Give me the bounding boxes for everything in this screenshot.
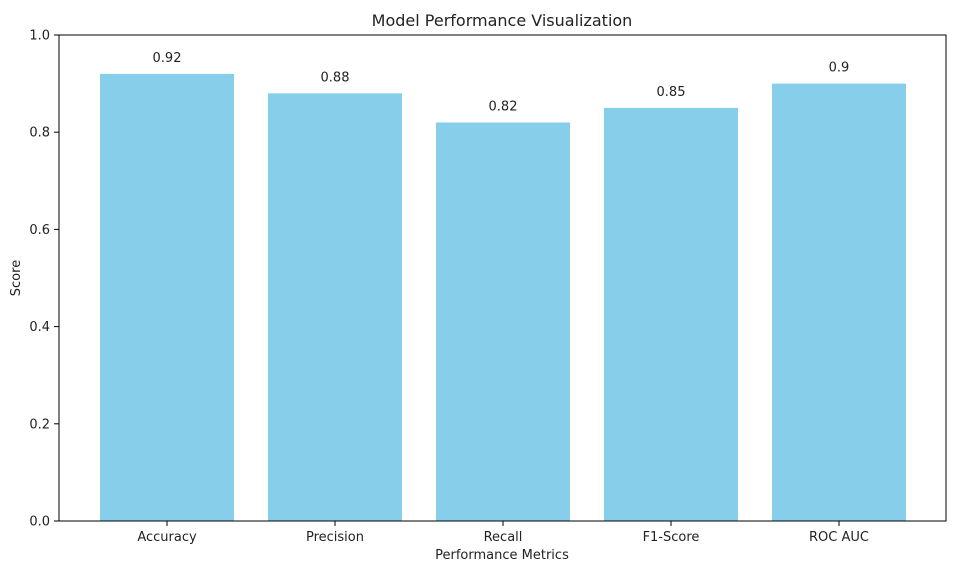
x-axis-ticks: Accuracy Precision Recall F1-Score ROC AUC [137,521,869,545]
bar-value-label: 0.9 [829,61,850,76]
bar-value-label: 0.85 [657,85,686,100]
bar-value-label: 0.92 [153,51,182,66]
bars-group [100,73,906,522]
plot-area-frame [58,34,947,522]
y-tick-label: 0.6 [29,223,50,238]
y-axis-ticks: 0.0 0.2 0.4 0.6 0.8 1.0 [29,29,59,530]
bar-value-label: 0.82 [489,99,518,114]
x-axis-label: Performance Metrics [435,548,569,563]
y-axis-label: Score [9,260,24,296]
x-tick-label: Precision [306,530,364,545]
x-tick-label: ROC AUC [809,530,869,545]
bar-recall [436,122,570,521]
x-tick-label: F1-Score [643,530,700,545]
x-tick-label: Accuracy [137,530,197,545]
chart-title: Model Performance Visualization [372,11,633,30]
bar-precision [268,93,402,521]
y-tick-label: 0.8 [29,126,50,141]
bar-value-label: 0.88 [321,70,350,85]
bar-roc-auc [772,83,906,521]
x-tick-label: Recall [484,530,523,545]
bar-f1-score [604,107,738,522]
y-tick-label: 0.2 [29,417,50,432]
y-tick-label: 0.0 [29,515,50,530]
bar-accuracy [100,73,234,521]
y-tick-label: 0.4 [29,320,50,335]
y-tick-label: 1.0 [29,29,50,44]
data-labels-group: 0.92 0.88 0.82 0.85 0.9 [153,51,850,115]
